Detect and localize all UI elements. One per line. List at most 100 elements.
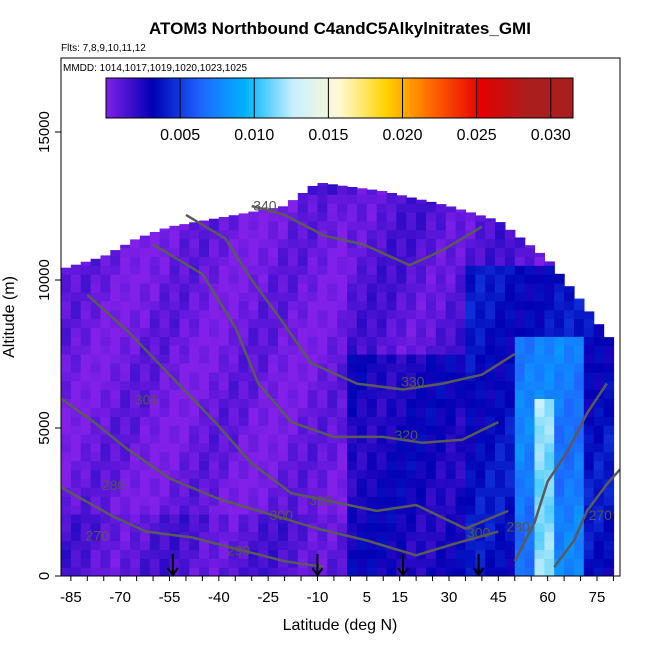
heatmap-cell bbox=[337, 309, 348, 320]
heatmap-cell bbox=[337, 300, 348, 311]
heatmap-cell bbox=[386, 203, 397, 213]
heatmap-cell bbox=[495, 425, 506, 435]
heatmap-cell bbox=[258, 558, 269, 568]
heatmap-cell bbox=[593, 425, 605, 435]
heatmap-cell bbox=[268, 505, 279, 515]
heatmap-cell bbox=[268, 433, 279, 444]
heatmap-cell bbox=[544, 283, 555, 293]
heatmap-cell bbox=[238, 238, 250, 249]
heatmap-cell bbox=[337, 327, 348, 337]
heatmap-cell bbox=[297, 451, 309, 462]
heatmap-cell bbox=[209, 345, 220, 355]
heatmap-cell bbox=[179, 407, 190, 417]
heatmap-cell bbox=[110, 460, 121, 471]
heatmap-cell bbox=[189, 354, 200, 364]
heatmap-cell bbox=[337, 220, 348, 231]
heatmap-cell bbox=[475, 522, 486, 533]
heatmap-cell bbox=[485, 238, 496, 249]
heatmap-cell bbox=[593, 567, 605, 576]
heatmap-cell bbox=[406, 354, 417, 364]
heatmap-cell bbox=[317, 469, 328, 479]
heatmap-cell bbox=[297, 247, 309, 257]
heatmap-cell bbox=[416, 478, 427, 488]
heatmap-cell bbox=[485, 496, 496, 506]
heatmap-cell bbox=[356, 283, 368, 293]
heatmap-cell bbox=[238, 567, 250, 576]
heatmap-cell bbox=[356, 522, 368, 533]
heatmap-cell bbox=[524, 425, 536, 435]
heatmap-cell bbox=[307, 291, 319, 302]
heatmap-cell bbox=[268, 442, 279, 453]
heatmap-cell bbox=[386, 371, 397, 382]
heatmap-cell bbox=[228, 256, 240, 266]
heatmap-cell bbox=[455, 256, 467, 266]
heatmap-cell bbox=[70, 469, 82, 479]
heatmap-cell bbox=[445, 407, 457, 417]
heatmap-cell bbox=[61, 451, 72, 462]
heatmap-cell bbox=[169, 354, 180, 364]
heatmap-cell bbox=[139, 291, 151, 302]
heatmap-cell bbox=[583, 389, 595, 399]
heatmap-cell bbox=[248, 229, 259, 240]
heatmap-cell bbox=[416, 433, 427, 444]
heatmap-cell bbox=[70, 264, 82, 266]
heatmap-cell bbox=[268, 362, 279, 373]
heatmap-cell bbox=[149, 309, 161, 320]
heatmap-cell bbox=[593, 451, 605, 462]
heatmap-cell bbox=[416, 362, 427, 373]
heatmap-cell bbox=[248, 220, 259, 231]
heatmap-cell bbox=[287, 229, 299, 240]
heatmap-cell bbox=[327, 238, 338, 249]
heatmap-cell bbox=[396, 195, 407, 204]
heatmap-cell bbox=[376, 194, 388, 204]
heatmap-cell bbox=[564, 478, 575, 488]
heatmap-cell bbox=[199, 336, 210, 346]
heatmap-cell bbox=[258, 238, 269, 249]
heatmap-cell bbox=[465, 354, 476, 364]
heatmap-cell bbox=[238, 558, 250, 568]
heatmap-cell bbox=[139, 567, 151, 576]
heatmap-cell bbox=[583, 311, 595, 320]
heatmap-cell bbox=[574, 389, 585, 399]
heatmap-cell bbox=[485, 345, 496, 355]
heatmap-cell bbox=[130, 540, 141, 550]
heatmap-cell bbox=[209, 336, 220, 346]
heatmap-cell bbox=[307, 238, 319, 249]
heatmap-cell bbox=[258, 380, 269, 391]
heatmap-cell bbox=[297, 398, 309, 408]
heatmap-cell bbox=[209, 309, 220, 320]
heatmap-cell bbox=[199, 567, 210, 576]
heatmap-cell bbox=[80, 265, 92, 275]
heatmap-cell bbox=[159, 362, 171, 373]
heatmap-cell bbox=[534, 487, 545, 497]
heatmap-cell bbox=[544, 442, 555, 453]
heatmap-cell bbox=[90, 258, 102, 266]
heatmap-cell bbox=[258, 209, 269, 213]
heatmap-cell bbox=[169, 256, 180, 266]
heatmap-cell bbox=[90, 567, 102, 576]
heatmap-cell bbox=[218, 451, 230, 462]
heatmap-cell bbox=[514, 345, 526, 355]
heatmap-cell bbox=[347, 229, 358, 240]
heatmap-cell bbox=[317, 274, 328, 284]
heatmap-cell bbox=[149, 300, 161, 311]
heatmap-cell bbox=[61, 425, 72, 435]
heatmap-cell bbox=[189, 318, 200, 328]
heatmap-cell bbox=[199, 433, 210, 444]
heatmap-cell bbox=[258, 442, 269, 453]
heatmap-cell bbox=[435, 354, 447, 364]
heatmap-cell bbox=[120, 460, 131, 471]
heatmap-cell bbox=[406, 460, 417, 471]
heatmap-cell bbox=[90, 309, 102, 320]
heatmap-cell bbox=[534, 433, 545, 444]
heatmap-cell bbox=[218, 407, 230, 417]
heatmap-cell bbox=[406, 478, 417, 488]
heatmap-cell bbox=[504, 407, 516, 417]
heatmap-cell bbox=[238, 291, 250, 302]
heatmap-cell bbox=[327, 460, 338, 471]
heatmap-cell bbox=[297, 531, 309, 542]
heatmap-cell bbox=[110, 309, 121, 320]
heatmap-cell bbox=[100, 442, 111, 453]
heatmap-cell bbox=[366, 194, 378, 204]
heatmap-cell bbox=[435, 567, 447, 576]
